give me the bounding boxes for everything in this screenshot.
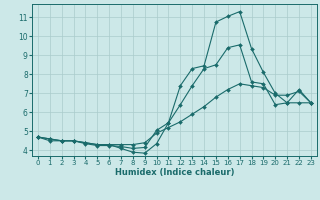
X-axis label: Humidex (Indice chaleur): Humidex (Indice chaleur) <box>115 168 234 177</box>
